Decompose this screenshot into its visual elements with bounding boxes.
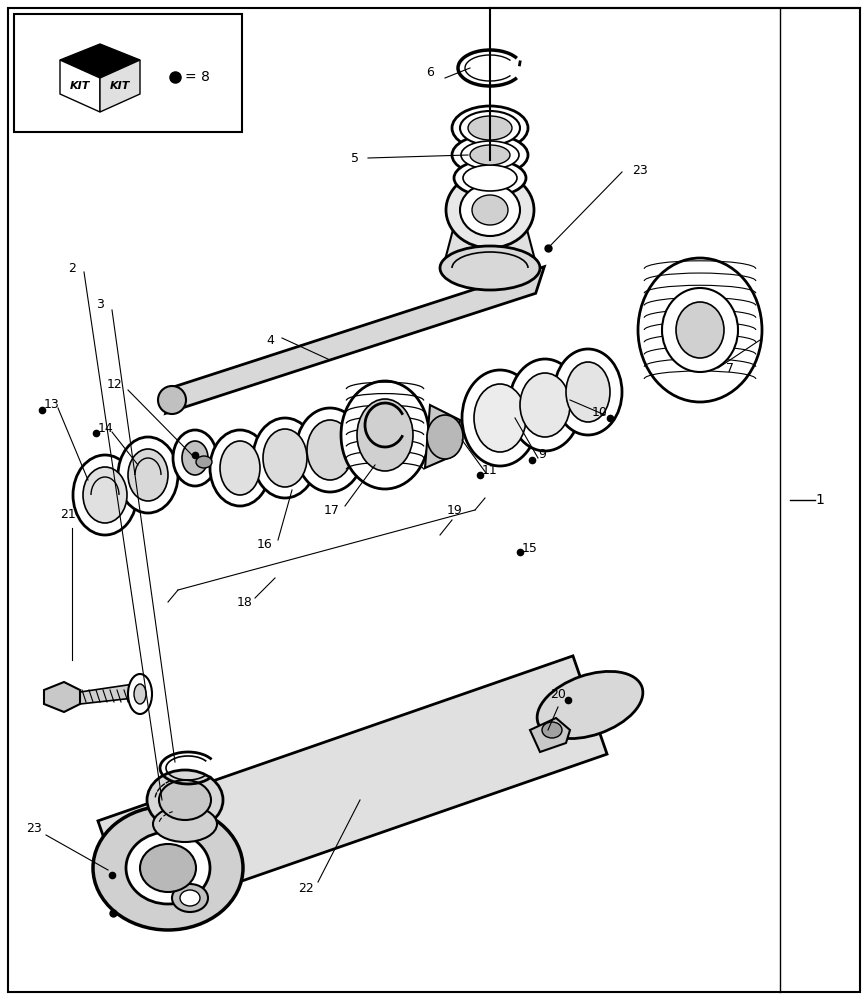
Ellipse shape <box>474 384 526 452</box>
Ellipse shape <box>182 441 208 475</box>
Ellipse shape <box>159 780 211 820</box>
Ellipse shape <box>537 671 643 739</box>
Ellipse shape <box>509 359 581 451</box>
Ellipse shape <box>73 455 137 535</box>
Text: 22: 22 <box>298 882 314 894</box>
Ellipse shape <box>172 884 208 912</box>
Text: 11: 11 <box>482 464 498 477</box>
Ellipse shape <box>128 674 152 714</box>
Text: 15: 15 <box>522 542 538 554</box>
Ellipse shape <box>128 449 168 501</box>
Ellipse shape <box>126 832 210 904</box>
Ellipse shape <box>296 408 364 492</box>
Text: 2: 2 <box>68 261 76 274</box>
Ellipse shape <box>427 415 463 459</box>
Polygon shape <box>166 267 544 413</box>
Ellipse shape <box>153 806 217 842</box>
Text: 17: 17 <box>324 504 340 516</box>
Ellipse shape <box>220 441 260 495</box>
Ellipse shape <box>454 160 526 196</box>
Text: 23: 23 <box>26 822 42 834</box>
Text: 6: 6 <box>426 66 434 79</box>
Ellipse shape <box>452 135 528 175</box>
Ellipse shape <box>93 806 243 930</box>
Ellipse shape <box>452 106 528 150</box>
Polygon shape <box>80 684 134 704</box>
Ellipse shape <box>180 890 200 906</box>
Polygon shape <box>60 60 100 112</box>
Ellipse shape <box>134 684 146 704</box>
Ellipse shape <box>158 386 186 414</box>
Text: 5: 5 <box>351 151 359 164</box>
Text: 10: 10 <box>592 406 608 420</box>
Ellipse shape <box>147 770 223 830</box>
Ellipse shape <box>118 437 178 513</box>
Text: KIT: KIT <box>110 81 130 91</box>
Ellipse shape <box>307 420 353 480</box>
Text: 13: 13 <box>44 398 60 412</box>
Ellipse shape <box>210 430 270 506</box>
Bar <box>14 14 242 132</box>
Ellipse shape <box>472 195 508 225</box>
Polygon shape <box>60 44 140 78</box>
Ellipse shape <box>140 844 196 892</box>
Ellipse shape <box>440 246 540 290</box>
Text: 21: 21 <box>60 508 76 522</box>
Text: 9: 9 <box>538 448 546 462</box>
Ellipse shape <box>566 362 610 422</box>
Text: 3: 3 <box>96 298 104 312</box>
Text: 18: 18 <box>237 595 253 608</box>
Ellipse shape <box>253 418 317 498</box>
Ellipse shape <box>554 349 622 435</box>
Polygon shape <box>425 405 460 468</box>
Ellipse shape <box>341 381 429 489</box>
Polygon shape <box>100 60 140 112</box>
Ellipse shape <box>263 429 307 487</box>
Text: 19: 19 <box>447 504 463 516</box>
Text: KIT: KIT <box>69 81 90 91</box>
Ellipse shape <box>520 373 570 437</box>
Text: 1: 1 <box>816 493 825 507</box>
Text: 20: 20 <box>550 688 566 702</box>
Text: = 8: = 8 <box>185 70 210 84</box>
Ellipse shape <box>662 288 738 372</box>
Ellipse shape <box>462 370 538 466</box>
Ellipse shape <box>357 399 413 471</box>
Polygon shape <box>98 656 607 919</box>
Ellipse shape <box>173 430 217 486</box>
Ellipse shape <box>638 258 762 402</box>
Text: 14: 14 <box>98 422 114 434</box>
Ellipse shape <box>83 467 127 523</box>
Polygon shape <box>44 682 80 712</box>
Ellipse shape <box>460 111 520 145</box>
Polygon shape <box>445 222 535 260</box>
Ellipse shape <box>463 165 517 191</box>
Ellipse shape <box>461 141 519 169</box>
Ellipse shape <box>196 456 212 468</box>
Ellipse shape <box>470 145 510 165</box>
Ellipse shape <box>460 184 520 236</box>
Text: 12: 12 <box>107 378 123 391</box>
Ellipse shape <box>676 302 724 358</box>
Text: 23: 23 <box>632 163 648 176</box>
Polygon shape <box>530 718 570 752</box>
Text: 4: 4 <box>266 334 274 347</box>
Ellipse shape <box>468 116 512 140</box>
Text: 7: 7 <box>726 361 734 374</box>
Ellipse shape <box>542 722 562 738</box>
Text: 16: 16 <box>257 538 273 552</box>
Ellipse shape <box>446 172 534 248</box>
